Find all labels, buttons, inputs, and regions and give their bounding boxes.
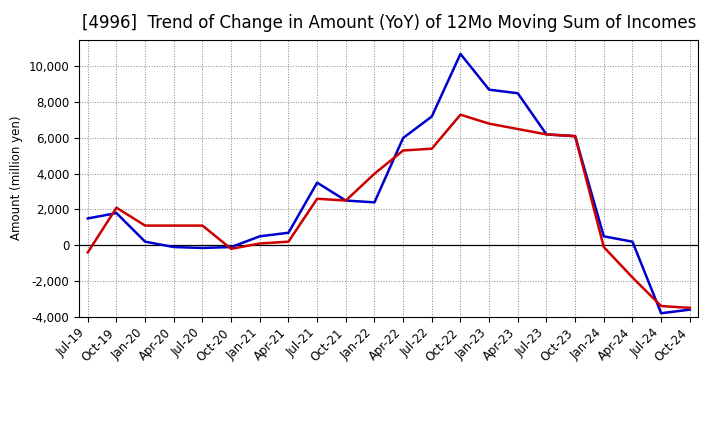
Net Income (657, 304, 665, 309)
Net Income (169, 223, 178, 228)
Ordinary Income (513, 91, 522, 96)
Net Income (399, 148, 408, 153)
Net Income (84, 250, 92, 255)
Line: Net Income: Net Income (88, 115, 690, 308)
Net Income (198, 223, 207, 228)
Ordinary Income (141, 239, 150, 244)
Net Income (227, 246, 235, 252)
Line: Ordinary Income: Ordinary Income (88, 54, 690, 313)
Ordinary Income (456, 51, 465, 57)
Title: [4996]  Trend of Change in Amount (YoY) of 12Mo Moving Sum of Incomes: [4996] Trend of Change in Amount (YoY) o… (81, 15, 696, 33)
Ordinary Income (84, 216, 92, 221)
Net Income (141, 223, 150, 228)
Net Income (428, 146, 436, 151)
Ordinary Income (428, 114, 436, 119)
Y-axis label: Amount (million yen): Amount (million yen) (10, 116, 23, 240)
Net Income (256, 241, 264, 246)
Ordinary Income (685, 307, 694, 312)
Ordinary Income (628, 239, 636, 244)
Ordinary Income (227, 244, 235, 249)
Ordinary Income (256, 234, 264, 239)
Net Income (485, 121, 493, 126)
Ordinary Income (571, 133, 580, 139)
Net Income (600, 244, 608, 249)
Net Income (112, 205, 121, 210)
Net Income (370, 171, 379, 176)
Ordinary Income (112, 210, 121, 216)
Ordinary Income (600, 234, 608, 239)
Net Income (571, 133, 580, 139)
Net Income (456, 112, 465, 117)
Net Income (513, 126, 522, 132)
Ordinary Income (485, 87, 493, 92)
Net Income (341, 198, 350, 203)
Net Income (312, 196, 321, 202)
Net Income (685, 305, 694, 311)
Ordinary Income (542, 132, 551, 137)
Ordinary Income (341, 198, 350, 203)
Ordinary Income (657, 311, 665, 316)
Net Income (628, 275, 636, 280)
Ordinary Income (169, 244, 178, 249)
Net Income (284, 239, 293, 244)
Ordinary Income (399, 136, 408, 141)
Ordinary Income (284, 230, 293, 235)
Net Income (542, 132, 551, 137)
Ordinary Income (198, 246, 207, 251)
Ordinary Income (312, 180, 321, 185)
Ordinary Income (370, 200, 379, 205)
